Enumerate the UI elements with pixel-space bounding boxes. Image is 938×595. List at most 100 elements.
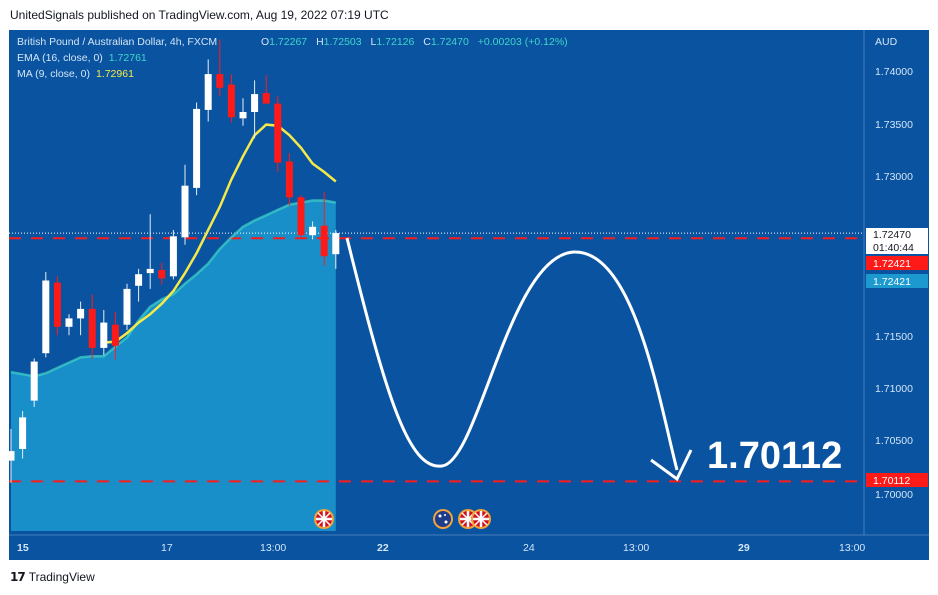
candle-body — [227, 84, 235, 118]
ema-line — [10, 199, 337, 378]
candle-bullish — [193, 102, 201, 196]
candle-body — [239, 112, 247, 119]
candle-bullish — [7, 429, 15, 483]
projection-arrowhead — [650, 449, 693, 482]
publish-bar: UnitedSignals published on TradingView.c… — [0, 0, 938, 30]
last-price-badge — [866, 228, 928, 254]
candle-body — [181, 185, 189, 238]
candle-bullish — [181, 164, 189, 245]
candle-bullish — [309, 221, 317, 240]
candle-body — [274, 103, 282, 163]
target-badge — [866, 473, 928, 487]
level-lines-group — [9, 232, 862, 483]
candle-bullish — [30, 358, 38, 407]
price-tick: 1.70500 — [875, 435, 913, 447]
candle-bearish — [158, 262, 166, 285]
ema-area — [11, 200, 336, 531]
price-chart[interactable]: British Pound / Australian Dollar, 4h, F… — [7, 30, 929, 560]
countdown-badge-value: 01:40:44 — [873, 242, 914, 254]
ma-line-group — [103, 123, 337, 344]
candle-body — [77, 308, 85, 319]
candle-body — [332, 233, 340, 255]
candle-bullish — [251, 80, 259, 139]
candle-body — [88, 308, 96, 348]
candle-body — [251, 94, 259, 112]
candle-bullish — [19, 411, 27, 459]
candle-body — [135, 274, 143, 286]
currency-label: AUD — [875, 36, 898, 48]
legend-ema: EMA (16, close, 0) 1.72761 — [17, 52, 147, 64]
candle-body — [320, 225, 328, 257]
candle-bearish — [285, 153, 293, 206]
candle-body — [42, 280, 50, 354]
candle-bullish — [135, 268, 143, 302]
candle-bullish — [77, 301, 85, 336]
candle-bullish — [239, 98, 247, 126]
candle-bearish — [320, 192, 328, 266]
candle-body — [7, 451, 15, 461]
candle-body — [19, 417, 27, 449]
candle-body — [193, 108, 201, 188]
time-tick: 13:00 — [839, 542, 865, 554]
candle-body — [30, 361, 38, 401]
footer: 17 TradingView — [10, 570, 95, 586]
candle-bullish — [100, 310, 108, 356]
time-tick: 29 — [738, 542, 750, 554]
candle-body — [297, 197, 305, 236]
candle-bearish — [53, 276, 61, 336]
candle-bullish — [332, 229, 340, 269]
candle-bullish — [123, 283, 131, 330]
time-tick: 13:00 — [623, 542, 649, 554]
target-badge-value: 1.70112 — [873, 475, 910, 487]
candle-bullish — [65, 314, 73, 336]
candle-body — [123, 288, 131, 325]
candle-bearish — [274, 96, 282, 172]
target-annotation: 1.70112 — [707, 435, 842, 477]
candle-body — [146, 268, 154, 274]
time-tick: 13:00 — [260, 542, 286, 554]
candle-body — [169, 236, 177, 277]
candle-bearish — [297, 195, 305, 239]
candle-bearish — [88, 294, 96, 359]
candle-body — [100, 322, 108, 348]
candle-bearish — [216, 39, 224, 97]
chart-frame[interactable]: British Pound / Australian Dollar, 4h, F… — [7, 30, 929, 560]
price-tick: 1.74000 — [875, 66, 913, 78]
ema-area-group — [11, 200, 336, 531]
au-event-icon[interactable] — [433, 509, 453, 529]
brand-name: TradingView — [28, 570, 95, 584]
price-tick: 1.73000 — [875, 171, 913, 183]
time-tick: 22 — [377, 542, 389, 554]
ema-line-group — [10, 199, 337, 378]
legend-ohlc: O1.72267 H1.72503 L1.72126 C1.72470 +0.0… — [261, 36, 568, 48]
candles-group — [7, 39, 340, 483]
candle-body — [53, 282, 61, 327]
candle-body — [111, 324, 119, 346]
candle-body — [65, 318, 73, 327]
candle-bullish — [169, 229, 177, 280]
level-badge-value: 1.72421 — [873, 258, 911, 270]
candle-body — [285, 161, 293, 198]
price-tick: 1.70000 — [875, 489, 913, 501]
candle-bullish — [146, 214, 154, 289]
time-axis[interactable]: 15 17 13:00 22 24 13:00 29 13:00 — [17, 542, 865, 554]
candle-body — [216, 74, 224, 88]
time-tick: 24 — [523, 542, 535, 554]
price-axis[interactable]: 1.74000 1.73500 1.73000 1.71500 1.71000 … — [875, 66, 913, 501]
time-tick: 15 — [17, 542, 29, 554]
time-tick: 17 — [161, 542, 173, 554]
candle-bearish — [262, 75, 270, 104]
gb-event-icon[interactable] — [314, 509, 334, 529]
gb-event-icon[interactable] — [471, 509, 491, 529]
candle-bullish — [204, 59, 212, 122]
price-tick: 1.71500 — [875, 331, 913, 343]
publish-info: UnitedSignals published on TradingView.c… — [10, 8, 389, 22]
price-tick: 1.73500 — [875, 119, 913, 131]
projection-curve — [345, 237, 679, 471]
candle-body — [204, 74, 212, 110]
price-tick: 1.71000 — [875, 383, 913, 395]
candle-body — [262, 93, 270, 104]
tradingview-logo-icon[interactable]: 17 — [10, 570, 26, 584]
legend-symbol: British Pound / Australian Dollar, 4h, F… — [17, 36, 217, 48]
candle-body — [158, 270, 166, 279]
